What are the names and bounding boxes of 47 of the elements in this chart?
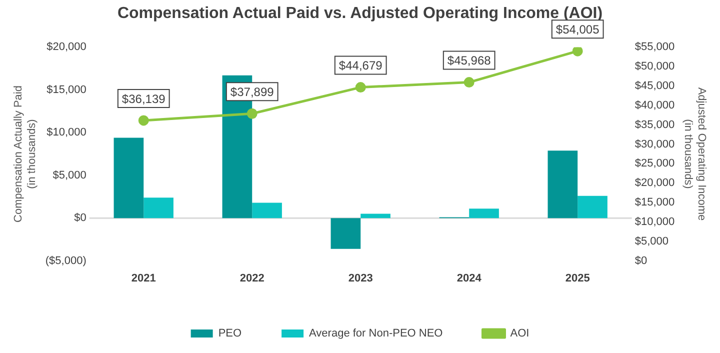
bar xyxy=(469,208,499,218)
bar xyxy=(144,198,174,218)
y-tick-label: $0 xyxy=(74,212,86,224)
x-tick-label: 2025 xyxy=(565,272,590,284)
x-tick-label: 2021 xyxy=(131,272,156,284)
bar xyxy=(578,196,608,218)
point xyxy=(572,47,583,56)
y2-tick-label: $20,000 xyxy=(634,177,675,190)
data-label: $54,005 xyxy=(556,22,600,36)
bar xyxy=(548,150,578,218)
y-tick-label: $5,000 xyxy=(52,169,86,182)
y2-tick-label: $30,000 xyxy=(634,138,675,150)
bar xyxy=(252,202,282,218)
data-label: $45,968 xyxy=(447,54,492,68)
chart-title: Compensation Actual Paid vs. Adjusted Operating Income (AOI) xyxy=(117,5,603,22)
y2-tick-label: $15,000 xyxy=(634,196,675,209)
y2-tick-label: $5,000 xyxy=(634,235,668,248)
point xyxy=(138,115,149,126)
data-label: $37,899 xyxy=(230,84,274,99)
point xyxy=(246,108,258,119)
bar xyxy=(114,138,144,218)
y2-tick-label: $0 xyxy=(634,254,648,267)
y2-axis-title: Adjusted Operating Income (in thousands) xyxy=(682,87,708,221)
bar xyxy=(330,218,361,249)
y-tick-label: $10,000 xyxy=(46,126,86,139)
x-tick-label: 2024 xyxy=(456,272,482,284)
legend-label: PEO xyxy=(218,328,242,340)
y-axis-title: Compensation Actually Paid (in thousands) xyxy=(12,86,38,222)
y-tick-label: $20,000 xyxy=(46,41,86,54)
x-tick-label: 2022 xyxy=(240,272,264,284)
data-label: $44,679 xyxy=(338,58,383,73)
y2-tick-label: $35,000 xyxy=(634,118,675,131)
y2-tick-label: $45,000 xyxy=(634,80,675,92)
point xyxy=(464,77,474,88)
point xyxy=(355,82,366,93)
y2-tick-label: $10,000 xyxy=(634,216,675,228)
x-tick-label: 2023 xyxy=(348,272,373,284)
legend-label: AOI xyxy=(510,328,530,340)
legend-label: Average for Non-PEO NEO xyxy=(309,328,444,340)
y-tick-label: $15,000 xyxy=(46,84,86,96)
y2-tick-label: $40,000 xyxy=(634,99,675,112)
y2-tick-label: $55,000 xyxy=(634,41,675,54)
y-tick-label: ($5,000) xyxy=(45,254,86,267)
data-label: $36,139 xyxy=(122,92,166,106)
y2-tick-label: $25,000 xyxy=(634,158,675,170)
y2-tick-label: $50,000 xyxy=(634,60,675,73)
bar xyxy=(360,214,390,218)
